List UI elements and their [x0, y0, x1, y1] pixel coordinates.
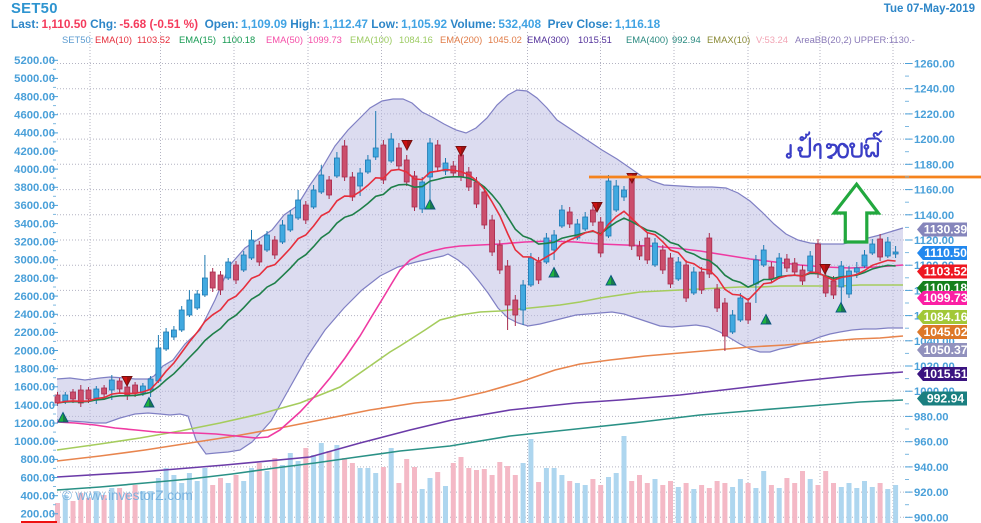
svg-text:3600.00: 3600.00 — [14, 200, 55, 212]
svg-text:1045.02: 1045.02 — [923, 325, 967, 339]
svg-text:2600.00: 2600.00 — [14, 291, 55, 303]
svg-text:1240.00: 1240.00 — [914, 84, 955, 96]
svg-text:980.00: 980.00 — [914, 411, 949, 423]
svg-text:1180.00: 1180.00 — [914, 159, 954, 171]
svg-text:1103.52: 1103.52 — [924, 265, 968, 279]
svg-text:900.00: 900.00 — [914, 512, 949, 523]
svg-text:2800.00: 2800.00 — [14, 273, 55, 285]
svg-text:1050.37: 1050.37 — [923, 343, 967, 357]
svg-text:960.00: 960.00 — [914, 437, 949, 449]
svg-text:1600.00: 1600.00 — [14, 382, 55, 394]
svg-text:1160.00: 1160.00 — [914, 185, 954, 197]
svg-text:4600.00: 4600.00 — [14, 110, 55, 122]
svg-text:4800.00: 4800.00 — [14, 91, 55, 103]
svg-text:2200.00: 2200.00 — [14, 327, 55, 339]
svg-text:1220.00: 1220.00 — [914, 109, 955, 121]
svg-text:3200.00: 3200.00 — [14, 237, 55, 249]
svg-text:2000.00: 2000.00 — [14, 345, 55, 357]
svg-text:5200.00: 5200.00 — [14, 55, 55, 67]
svg-text:4200.00: 4200.00 — [14, 146, 55, 158]
svg-text:1099.73: 1099.73 — [923, 291, 967, 305]
svg-text:992.94: 992.94 — [927, 392, 964, 406]
svg-text:1200.00: 1200.00 — [14, 418, 55, 430]
svg-text:1400.00: 1400.00 — [14, 400, 55, 412]
svg-text:940.00: 940.00 — [914, 462, 949, 474]
svg-text:400.00: 400.00 — [20, 491, 55, 503]
svg-text:1800.00: 1800.00 — [14, 364, 55, 376]
svg-text:1084.16: 1084.16 — [923, 310, 967, 324]
svg-text:1000.00: 1000.00 — [14, 436, 55, 448]
svg-text:1200.00: 1200.00 — [914, 134, 955, 146]
svg-text:5000.00: 5000.00 — [14, 73, 55, 85]
svg-text:600.00: 600.00 — [20, 472, 55, 484]
svg-text:1130.39: 1130.39 — [924, 223, 968, 237]
svg-text:1140.00: 1140.00 — [914, 210, 954, 222]
svg-text:200.00: 200.00 — [20, 509, 55, 521]
svg-text:3000.00: 3000.00 — [14, 255, 55, 267]
svg-text:4000.00: 4000.00 — [14, 164, 55, 176]
svg-text:4400.00: 4400.00 — [14, 128, 55, 140]
svg-text:920.00: 920.00 — [914, 487, 949, 499]
svg-text:800.00: 800.00 — [20, 454, 55, 466]
svg-text:1015.51: 1015.51 — [923, 367, 967, 381]
svg-text:3400.00: 3400.00 — [14, 218, 55, 230]
svg-text:2400.00: 2400.00 — [14, 309, 55, 321]
svg-text:1260.00: 1260.00 — [914, 59, 955, 71]
svg-text:© www.investorZ.com: © www.investorZ.com — [62, 488, 193, 503]
svg-text:1110.50: 1110.50 — [924, 246, 967, 260]
svg-text:1120.00: 1120.00 — [914, 235, 954, 247]
svg-text:3800.00: 3800.00 — [14, 182, 55, 194]
